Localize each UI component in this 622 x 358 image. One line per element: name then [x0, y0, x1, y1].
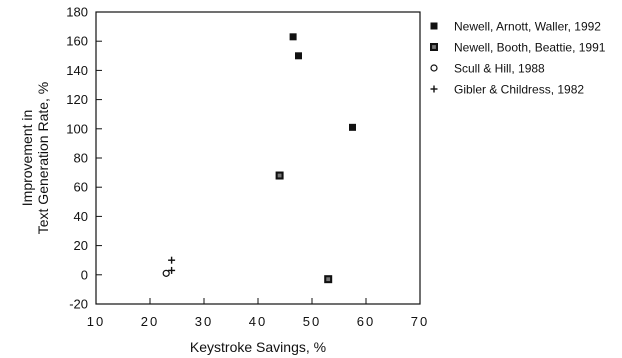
legend-marker — [430, 64, 438, 72]
x-tick-label: 30 — [195, 314, 213, 329]
data-point — [295, 52, 302, 60]
x-tick-label: 60 — [357, 314, 375, 329]
x-tick-label: 20 — [141, 314, 159, 329]
plot-area — [95, 11, 421, 305]
y-axis-title-line-2: Text Generation Rate, % — [35, 82, 51, 235]
x-tick-label: 50 — [303, 314, 321, 329]
legend-item: Scull & Hill, 1988 — [430, 62, 545, 76]
data-point — [162, 269, 170, 277]
data-point — [289, 33, 297, 41]
data-point — [349, 123, 356, 131]
legend-label: Newell, Arnott, Waller, 1992 — [454, 20, 601, 34]
x-tick-label: 40 — [249, 314, 267, 329]
data-point — [324, 275, 333, 284]
legend-item: Newell, Booth, Beattie, 1991 — [430, 41, 606, 55]
y-axis-title-line-1: Improvement in — [19, 110, 35, 206]
y-tick-label: 60 — [74, 180, 88, 195]
y-tick-label: 80 — [74, 151, 88, 166]
y-tick-label: 40 — [74, 209, 88, 224]
data-points — [162, 33, 356, 284]
legend-marker — [430, 22, 438, 30]
y-tick-label: 100 — [66, 121, 88, 136]
x-tick-label: 70 — [411, 314, 429, 329]
y-axis-ticks: -20 0 20 40 60 80 100 120 140 160 180 — [66, 5, 102, 312]
data-point — [168, 266, 176, 274]
legend-marker — [430, 85, 438, 93]
x-tick-label: 10 — [87, 314, 105, 329]
y-tick-label: 120 — [66, 92, 88, 107]
legend-label: Scull & Hill, 1988 — [454, 62, 545, 76]
x-axis-title: Keystroke Savings, % — [190, 339, 326, 355]
y-tick-label: 180 — [66, 5, 88, 20]
y-tick-label: -20 — [69, 297, 88, 312]
y-axis-title: Improvement in Text Generation Rate, % — [19, 82, 51, 235]
plot-frame — [95, 11, 421, 305]
data-point — [168, 256, 176, 264]
y-tick-label: 160 — [66, 34, 88, 49]
y-tick-label: 20 — [74, 238, 88, 253]
y-tick-label: 140 — [66, 63, 88, 78]
y-tick-label: 0 — [81, 267, 88, 282]
legend-marker — [430, 43, 438, 51]
legend-label: Gibler & Childress, 1982 — [454, 83, 584, 97]
x-axis-ticks: 10 20 30 40 50 60 70 — [87, 298, 429, 329]
legend: Newell, Arnott, Waller, 1992 Newell, Boot… — [430, 20, 606, 97]
legend-item: Gibler & Childress, 1982 — [430, 83, 584, 97]
legend-label: Newell, Booth, Beattie, 1991 — [454, 41, 606, 55]
data-point — [275, 171, 284, 180]
legend-item: Newell, Arnott, Waller, 1992 — [430, 20, 601, 34]
